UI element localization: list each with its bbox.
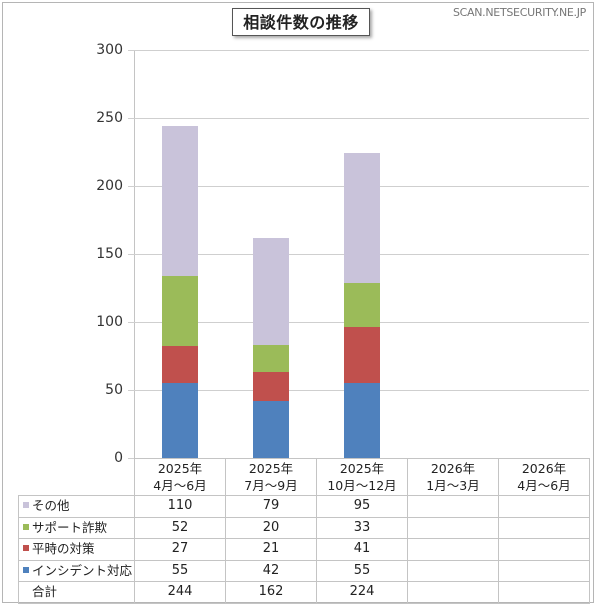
y-tick-label: 200 — [96, 178, 123, 194]
table-cell: 55 — [316, 559, 408, 582]
bar-segment — [161, 383, 198, 458]
series-label: 平時の対策 — [18, 538, 135, 561]
table-row: 平時の対策 27 21 41 — [18, 538, 590, 561]
y-tick-label: 150 — [96, 246, 123, 262]
table-cell: 42 — [225, 559, 317, 582]
plot-area — [128, 50, 589, 459]
category-header: 2025年 4月〜6月 — [134, 458, 226, 496]
data-table: 2025年 4月〜6月 2025年 7月〜9月 2025年 10月〜12月 2026年 1月〜… — [18, 458, 590, 604]
stacked-bar — [161, 126, 198, 458]
y-tick-label: 0 — [114, 450, 123, 466]
table-cell — [498, 516, 590, 539]
table-cell: 41 — [316, 538, 408, 561]
bar-segment — [252, 345, 289, 373]
legend-swatch-icon — [23, 502, 29, 509]
gridline — [128, 118, 589, 119]
category-header: 2026年 4月〜6月 — [498, 458, 590, 496]
bar-segment — [343, 383, 380, 458]
source-watermark: SCAN.NETSECURITY.NE.JP — [452, 6, 586, 19]
bar-segment — [343, 153, 380, 283]
table-cell: 244 — [134, 581, 226, 604]
table-cell — [407, 559, 499, 582]
table-cell: 95 — [316, 495, 408, 518]
y-tick-label: 100 — [96, 314, 123, 330]
table-cell: 162 — [225, 581, 317, 604]
legend-swatch-icon — [23, 588, 29, 594]
table-cell: 21 — [225, 538, 317, 561]
table-cell — [498, 559, 590, 582]
series-label: インシデント対応 — [18, 559, 135, 582]
table-row: その他 110 79 95 — [18, 495, 590, 518]
category-header: 2026年 1月〜3月 — [407, 458, 499, 496]
legend-swatch-icon — [23, 545, 29, 552]
table-cell: 224 — [316, 581, 408, 604]
series-label: その他 — [18, 495, 135, 518]
y-tick-label: 250 — [96, 110, 123, 126]
stacked-bar — [343, 153, 380, 458]
chart-title: 相談件数の推移 — [232, 8, 370, 36]
table-row: 合計 244 162 224 — [18, 581, 590, 604]
bar-segment — [252, 372, 289, 401]
category-header: 2025年 7月〜9月 — [225, 458, 317, 496]
series-label: 合計 — [18, 581, 135, 604]
bar-segment — [161, 275, 198, 347]
legend-swatch-icon — [23, 566, 29, 573]
y-tick-label: 300 — [96, 42, 123, 58]
table-cell: 33 — [316, 516, 408, 539]
series-label: サポート詐欺 — [18, 516, 135, 539]
table-cell: 110 — [134, 495, 226, 518]
table-cell — [407, 538, 499, 561]
table-cell — [407, 495, 499, 518]
table-row: インシデント対応 55 42 55 — [18, 559, 590, 582]
category-header: 2025年 10月〜12月 — [316, 458, 408, 496]
gridline — [128, 50, 589, 51]
table-cell — [498, 538, 590, 561]
table-cell: 20 — [225, 516, 317, 539]
stacked-bar — [252, 237, 289, 458]
bar-segment — [161, 126, 198, 276]
table-cell — [498, 581, 590, 604]
table-row: サポート詐欺 52 20 33 — [18, 516, 590, 539]
table-cell — [407, 581, 499, 604]
table-cell — [407, 516, 499, 539]
table-corner — [18, 458, 135, 496]
bar-segment — [161, 346, 198, 384]
table-cell: 52 — [134, 516, 226, 539]
table-cell: 55 — [134, 559, 226, 582]
legend-swatch-icon — [23, 523, 29, 530]
bar-segment — [343, 282, 380, 328]
table-cell — [498, 495, 590, 518]
table-header-row: 2025年 4月〜6月 2025年 7月〜9月 2025年 10月〜12月 2026年 1月〜… — [18, 458, 590, 496]
y-tick-label: 50 — [105, 382, 123, 398]
bar-segment — [252, 400, 289, 458]
bar-segment — [343, 327, 380, 384]
bar-segment — [252, 237, 289, 346]
table-cell: 79 — [225, 495, 317, 518]
table-cell: 27 — [134, 538, 226, 561]
